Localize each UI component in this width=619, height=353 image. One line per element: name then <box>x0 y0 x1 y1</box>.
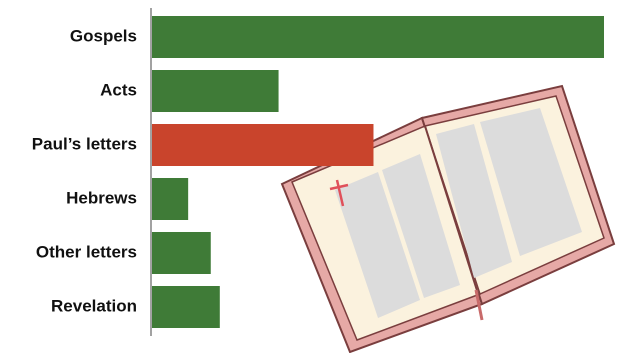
bar <box>152 232 211 274</box>
y-tick-label: Gospels <box>70 26 137 45</box>
bar <box>152 124 374 166</box>
y-tick-label: Hebrews <box>66 188 137 207</box>
y-tick-label: Other letters <box>36 242 137 261</box>
y-tick-label: Paul’s letters <box>32 134 137 153</box>
y-tick-label: Revelation <box>51 296 137 315</box>
bible-illustration <box>280 84 616 353</box>
bar <box>152 70 279 112</box>
bar <box>152 178 189 220</box>
y-tick-label: Acts <box>100 80 137 99</box>
bar <box>152 16 604 58</box>
bar <box>152 286 220 328</box>
